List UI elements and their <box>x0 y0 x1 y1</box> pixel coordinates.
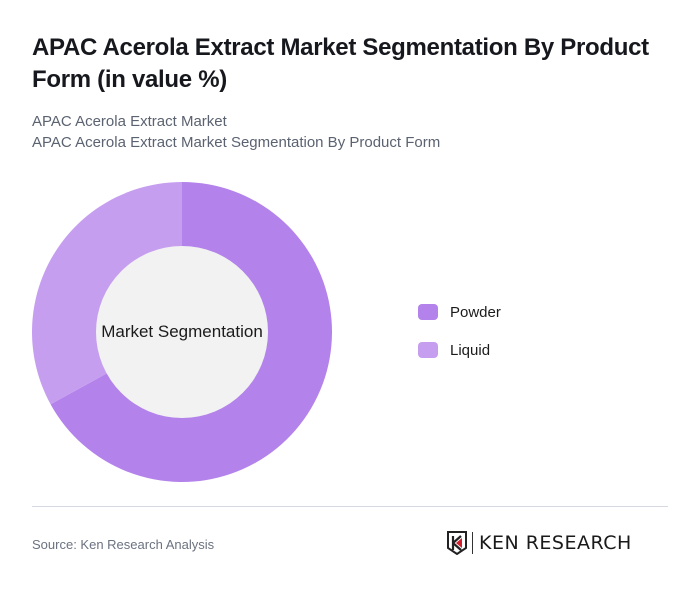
legend-label: Powder <box>450 303 501 321</box>
legend-item-liquid[interactable]: Liquid <box>418 340 501 360</box>
legend-swatch-liquid <box>418 342 438 358</box>
legend-swatch-powder <box>418 304 438 320</box>
ken-shield-icon <box>447 531 467 555</box>
donut-chart <box>32 182 332 482</box>
donut-center <box>96 246 268 418</box>
chart-title: APAC Acerola Extract Market Segmentation… <box>32 34 649 93</box>
ken-research-logo: KEN RESEARCH <box>447 531 632 555</box>
legend-item-powder[interactable]: Powder <box>418 302 501 322</box>
legend-label: Liquid <box>450 341 491 359</box>
source-note: Source: Ken Research Analysis <box>32 537 215 552</box>
subtitle-segmentation: APAC Acerola Extract Market Segmentation… <box>32 134 441 151</box>
footer-divider <box>32 506 668 507</box>
logo-text: KEN RESEARCH <box>479 532 632 554</box>
legend: Powder Liquid <box>418 302 501 378</box>
subtitle-market: APAC Acerola Extract Market <box>32 113 227 130</box>
logo-separator <box>472 532 473 554</box>
